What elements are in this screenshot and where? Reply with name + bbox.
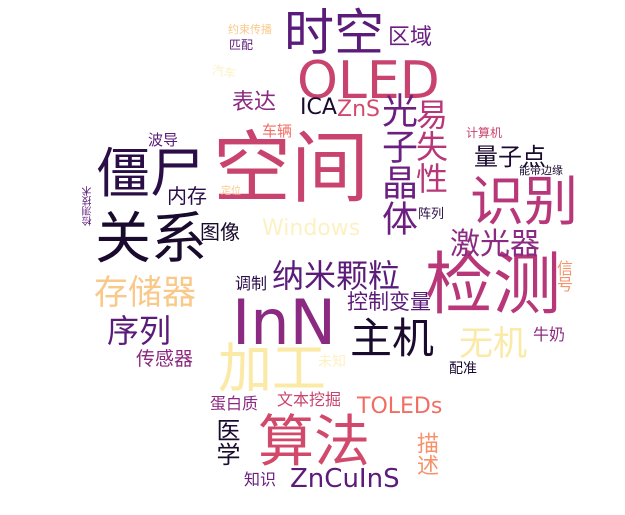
- word-suanfa: 算法: [258, 410, 370, 475]
- word-jisuanji: 计算机: [466, 126, 503, 140]
- word-wenbenwajue: 文本挖掘: [277, 390, 342, 409]
- word-inn: InN: [232, 286, 336, 359]
- word-xulie: 序列: [107, 312, 172, 350]
- word-toleds: TOLEDs: [357, 394, 443, 419]
- word-qiche: 汽车: [210, 63, 238, 81]
- word-zncuins: ZnCuInS: [290, 464, 400, 494]
- word-ica: ICA: [300, 95, 337, 120]
- word-pipei: 匹配: [229, 38, 254, 52]
- word-tuxiang: 图像: [200, 220, 240, 244]
- word-yixue: 医学: [212, 418, 240, 466]
- word-neicun: 内存: [167, 184, 207, 208]
- word-chuanganqi: 传感器: [136, 348, 194, 370]
- word-bodao: 波导: [148, 131, 179, 149]
- word-danbaizhi: 蛋白质: [210, 394, 259, 413]
- word-jiangshi: 僵尸: [96, 142, 204, 205]
- word-shibie: 识别: [470, 170, 578, 233]
- word-guanxi: 关系: [95, 207, 207, 272]
- word-jiagong: 加工: [218, 337, 326, 400]
- word-jiguangqi: 激光器: [450, 227, 540, 262]
- word-zhenlie: 阵列: [418, 207, 445, 222]
- word-zhuji: 主机: [350, 314, 435, 363]
- word-zns: ZnS: [337, 97, 380, 122]
- word-guangzijingti: 光子晶体: [376, 92, 417, 236]
- word-namikeli: 纳米颗粒: [272, 257, 401, 295]
- word-liangzidian: 量子点: [474, 143, 546, 171]
- word-jiancejishu: 检测技术: [83, 186, 94, 226]
- word-shikong: 时空: [284, 4, 384, 62]
- word-quyu: 区域: [388, 25, 433, 50]
- word-weizhi: 未知: [318, 354, 346, 370]
- word-dingwei: 定位: [221, 186, 241, 197]
- word-niunai: 牛奶: [533, 325, 566, 344]
- word-yueshuchuanbo: 约束传播: [228, 23, 272, 36]
- word-peizhun: 配准: [449, 361, 477, 377]
- word-kongjian: 空间: [213, 124, 370, 214]
- word-tiaozhi: 调制: [235, 274, 268, 293]
- word-jiance: 检测: [425, 246, 562, 325]
- word-cheliang: 车辆: [262, 122, 293, 140]
- word-windows: Windows: [262, 216, 361, 241]
- word-miaoshu: 描述: [413, 432, 438, 476]
- word-nengdaibianyuan: 能带边缘: [519, 164, 563, 177]
- word-zhishi: 知识: [244, 470, 277, 489]
- word-cunchuqi: 存储器: [94, 273, 196, 313]
- word-oled: OLED: [297, 51, 440, 111]
- word-xinhao: 信号: [554, 260, 573, 292]
- word-biaoda: 表达: [232, 90, 277, 115]
- word-kongzhibianliang: 控制变量: [347, 290, 431, 314]
- word-yishixing: 易失性: [411, 98, 449, 194]
- word-wuji: 无机: [459, 324, 527, 364]
